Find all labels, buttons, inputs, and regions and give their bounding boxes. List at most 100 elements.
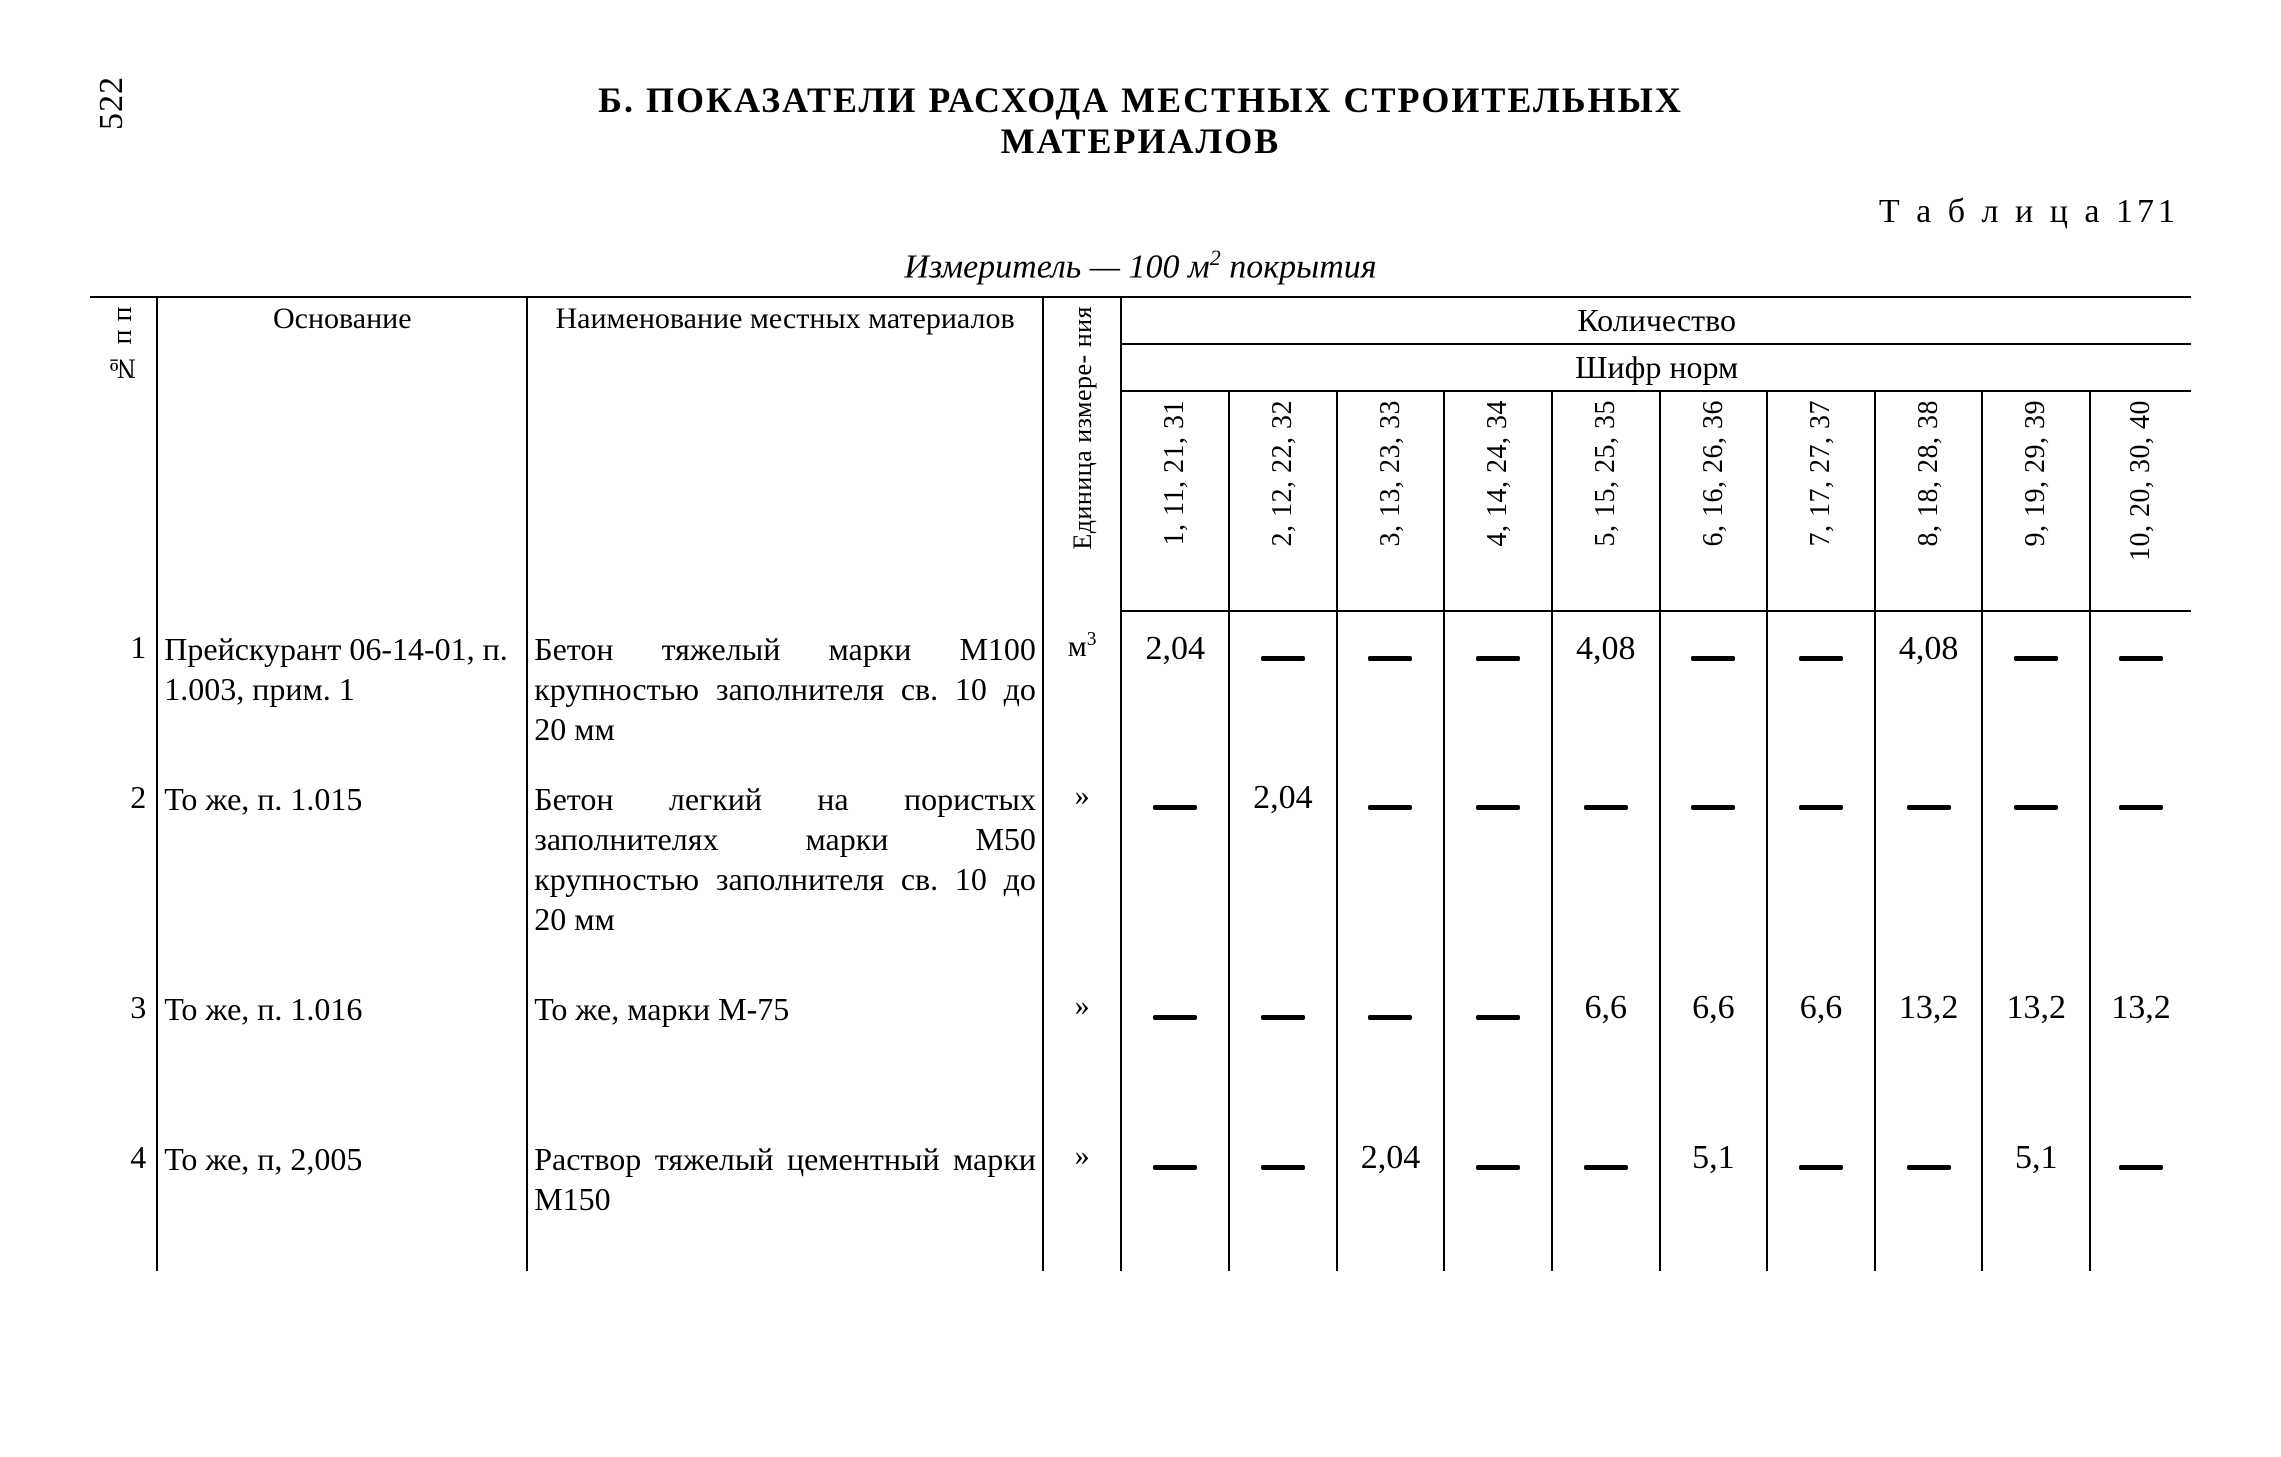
row-value xyxy=(1875,1121,1983,1271)
row-basis: То же, п. 1.015 xyxy=(157,761,527,971)
row-value: 13,2 xyxy=(1982,971,2090,1121)
col-header-code-1: 2, 12, 22, 32 xyxy=(1229,391,1337,611)
row-value xyxy=(1982,761,2090,971)
dash-icon xyxy=(1153,1165,1197,1170)
row-unit: » xyxy=(1043,971,1121,1121)
dash-icon xyxy=(2014,805,2058,810)
table-row: 1Прейскурант 06-14-01, п. 1.003, прим. 1… xyxy=(90,611,2191,761)
table-row: 2То же, п. 1.015Бетон легкий на пористых… xyxy=(90,761,2191,971)
subtitle-sup: 2 xyxy=(1210,245,1221,270)
col-header-code-5: 6, 16, 26, 36 xyxy=(1660,391,1768,611)
row-value xyxy=(1229,1121,1337,1271)
materials-table: № п п Основание Наименование местных мат… xyxy=(90,296,2191,1271)
dash-icon xyxy=(1799,805,1843,810)
dash-icon xyxy=(1907,805,1951,810)
row-material-name: Бетон тяжелый марки М100 крупностью запо… xyxy=(527,611,1043,761)
col-header-quantity: Количество xyxy=(1121,297,2191,344)
row-value xyxy=(1121,761,1229,971)
row-value: 6,6 xyxy=(1552,971,1660,1121)
col-header-codes: Шифр норм xyxy=(1121,344,2191,391)
table-row: 4То же, п, 2,005Раствор тяжелый цемент­н… xyxy=(90,1121,2191,1271)
row-value xyxy=(1982,611,2090,761)
dash-icon xyxy=(1476,1015,1520,1020)
row-value xyxy=(1337,971,1445,1121)
row-value xyxy=(1444,761,1552,971)
table-body: 1Прейскурант 06-14-01, п. 1.003, прим. 1… xyxy=(90,611,2191,1271)
col-header-number: № п п xyxy=(90,297,157,611)
row-number: 3 xyxy=(90,971,157,1121)
dash-icon xyxy=(1368,656,1412,661)
row-value xyxy=(1121,971,1229,1121)
dash-icon xyxy=(1261,1015,1305,1020)
row-value xyxy=(1444,1121,1552,1271)
dash-icon xyxy=(1153,805,1197,810)
dash-icon xyxy=(1907,1165,1951,1170)
row-number: 2 xyxy=(90,761,157,971)
col-header-code-8: 9, 19, 29, 39 xyxy=(1982,391,2090,611)
dash-icon xyxy=(1799,656,1843,661)
row-value xyxy=(1337,611,1445,761)
dash-icon xyxy=(1476,656,1520,661)
row-value: 6,6 xyxy=(1767,971,1875,1121)
dash-icon xyxy=(2119,805,2163,810)
row-value: 2,04 xyxy=(1121,611,1229,761)
row-value xyxy=(1121,1121,1229,1271)
dash-icon xyxy=(1153,1015,1197,1020)
side-page-number: 522 xyxy=(93,76,131,130)
row-material-name: Раствор тяжелый цемент­ный марки М150 xyxy=(527,1121,1043,1271)
col-header-code-6: 7, 17, 27, 37 xyxy=(1767,391,1875,611)
row-value xyxy=(1229,611,1337,761)
dash-icon xyxy=(1368,1015,1412,1020)
row-value xyxy=(1337,761,1445,971)
row-value xyxy=(1444,971,1552,1121)
row-value: 4,08 xyxy=(1552,611,1660,761)
row-value xyxy=(1552,1121,1660,1271)
row-unit: » xyxy=(1043,1121,1121,1271)
row-value: 13,2 xyxy=(2090,971,2191,1121)
section-title: Б. ПОКАЗАТЕЛИ РАСХОДА МЕСТНЫХ СТРОИТЕЛЬН… xyxy=(90,80,2191,163)
row-value xyxy=(1767,1121,1875,1271)
row-value xyxy=(2090,761,2191,971)
subtitle-prefix: Измеритель — 100 м xyxy=(904,248,1209,285)
row-value xyxy=(2090,1121,2191,1271)
col-header-code-0: 1, 11, 21, 31 xyxy=(1121,391,1229,611)
dash-icon xyxy=(2119,1165,2163,1170)
dash-icon xyxy=(2119,656,2163,661)
table-row: 3То же, п. 1.016То же, марки М-75»6,66,6… xyxy=(90,971,2191,1121)
row-value: 2,04 xyxy=(1229,761,1337,971)
dash-icon xyxy=(1476,1165,1520,1170)
dash-icon xyxy=(1691,805,1735,810)
table-head: № п п Основание Наименование местных мат… xyxy=(90,297,2191,611)
row-value: 2,04 xyxy=(1337,1121,1445,1271)
dash-icon xyxy=(2014,656,2058,661)
subtitle-suffix: покрытия xyxy=(1221,248,1377,285)
col-header-basis: Основание xyxy=(157,297,527,611)
col-header-code-4: 5, 15, 25, 35 xyxy=(1552,391,1660,611)
table-label: Т а б л и ц а 171 xyxy=(90,193,2179,231)
row-value: 13,2 xyxy=(1875,971,1983,1121)
row-value xyxy=(1767,611,1875,761)
col-header-name: Наименование местных материалов xyxy=(527,297,1043,611)
dash-icon xyxy=(1691,656,1735,661)
row-unit: м3 xyxy=(1043,611,1121,761)
col-header-unit: Единица измере- ния xyxy=(1043,297,1121,611)
dash-icon xyxy=(1476,805,1520,810)
row-basis: То же, п, 2,005 xyxy=(157,1121,527,1271)
row-value xyxy=(1444,611,1552,761)
row-value: 6,6 xyxy=(1660,971,1768,1121)
row-material-name: Бетон легкий на пористых заполнителях ма… xyxy=(527,761,1043,971)
row-unit: » xyxy=(1043,761,1121,971)
row-value xyxy=(1875,761,1983,971)
page: 522 Б. ПОКАЗАТЕЛИ РАСХОДА МЕСТНЫХ СТРОИТ… xyxy=(0,0,2281,1457)
dash-icon xyxy=(1584,805,1628,810)
row-value: 4,08 xyxy=(1875,611,1983,761)
row-value xyxy=(1767,761,1875,971)
col-header-code-3: 4, 14, 24, 34 xyxy=(1444,391,1552,611)
col-header-code-9: 10, 20, 30, 40 xyxy=(2090,391,2191,611)
row-basis: Прейскурант 06-14-01, п. 1.003, прим. 1 xyxy=(157,611,527,761)
dash-icon xyxy=(1584,1165,1628,1170)
row-value xyxy=(1660,611,1768,761)
row-value: 5,1 xyxy=(1982,1121,2090,1271)
row-value xyxy=(2090,611,2191,761)
row-number: 4 xyxy=(90,1121,157,1271)
